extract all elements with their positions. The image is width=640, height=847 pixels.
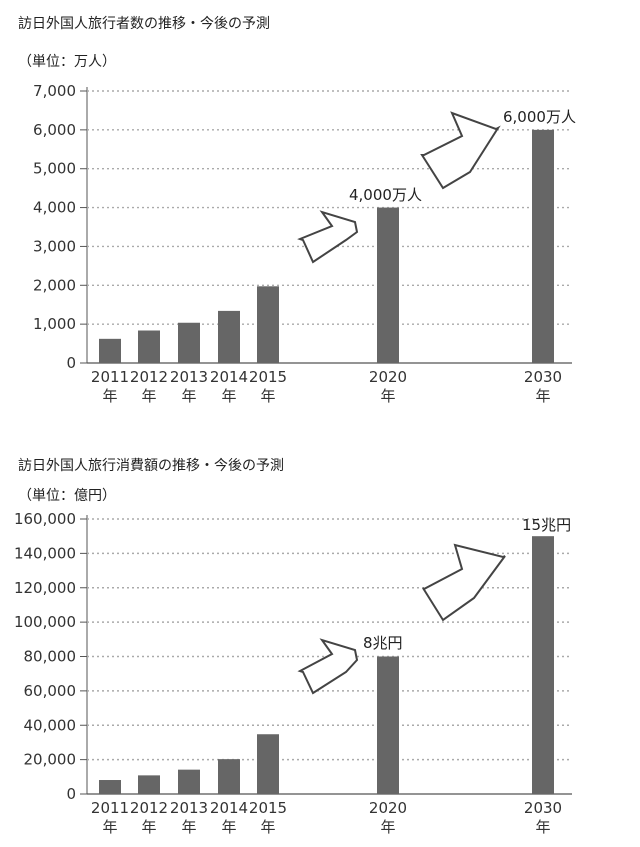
bar: [99, 338, 121, 363]
y-tick-label: 6,000: [33, 121, 76, 139]
x-tick-label-unit: 年: [535, 818, 550, 836]
growth-arrow: [422, 543, 506, 622]
x-tick-label: 2020: [369, 368, 407, 386]
bar-annotation: 15兆円: [522, 516, 571, 534]
x-tick-label: 2015: [249, 368, 287, 386]
x-tick-label: 2011: [91, 368, 129, 386]
bar: [257, 734, 279, 794]
chart1-unit: （単位：万人）: [18, 54, 116, 70]
y-tick-label: 7,000: [33, 82, 76, 100]
bar: [377, 207, 399, 363]
y-tick-label: 60,000: [24, 682, 77, 700]
growth-arrow: [297, 638, 359, 695]
x-tick-label: 2020: [369, 799, 407, 817]
growth-arrow: [420, 111, 501, 190]
y-tick-label: 5,000: [33, 160, 76, 178]
chart2-title: 訪日外国人旅行消費額の推移・今後の予測: [18, 458, 284, 474]
growth-arrow: [297, 210, 359, 264]
y-tick-label: 3,000: [33, 237, 76, 255]
y-tick-label: 80,000: [24, 648, 77, 666]
x-tick-label-unit: 年: [141, 387, 156, 405]
y-tick-label: 160,000: [14, 510, 76, 528]
chart1-title: 訪日外国人旅行者数の推移・今後の予測: [18, 16, 270, 32]
bar: [178, 769, 200, 794]
x-tick-label: 2030: [524, 799, 562, 817]
y-tick-label: 140,000: [14, 544, 76, 562]
bar-annotation: 6,000万人: [503, 108, 576, 126]
bar-annotation: 4,000万人: [349, 186, 422, 204]
y-tick-label: 0: [66, 354, 76, 372]
bar: [99, 780, 121, 794]
bar: [218, 310, 240, 363]
x-tick-label-unit: 年: [181, 387, 196, 405]
x-tick-label-unit: 年: [535, 387, 550, 405]
x-tick-label: 2014: [210, 368, 248, 386]
x-tick-label-unit: 年: [102, 818, 117, 836]
x-tick-label-unit: 年: [260, 818, 275, 836]
bar: [377, 656, 399, 794]
bar: [532, 536, 554, 794]
bar: [138, 330, 160, 363]
y-tick-label: 1,000: [33, 315, 76, 333]
y-tick-label: 120,000: [14, 579, 76, 597]
x-tick-label-unit: 年: [221, 818, 236, 836]
x-tick-label: 2015: [249, 799, 287, 817]
y-tick-label: 100,000: [14, 613, 76, 631]
x-tick-label-unit: 年: [181, 818, 196, 836]
bar-annotation: 8兆円: [363, 634, 403, 652]
y-tick-label: 40,000: [24, 716, 77, 734]
x-tick-label-unit: 年: [380, 387, 395, 405]
bar: [257, 286, 279, 363]
y-tick-label: 2,000: [33, 276, 76, 294]
x-tick-label: 2012: [130, 799, 168, 817]
x-tick-label-unit: 年: [141, 818, 156, 836]
bar: [178, 322, 200, 363]
x-tick-label-unit: 年: [260, 387, 275, 405]
x-tick-label: 2011: [91, 799, 129, 817]
bar: [532, 129, 554, 363]
chart1-bar-chart: 0 1,000 2,000 3,000 4,000 5,000 6,000 7,000 2011…: [33, 82, 576, 405]
bar: [218, 759, 240, 794]
x-tick-label-unit: 年: [221, 387, 236, 405]
chart2-unit: （単位：億円）: [18, 488, 116, 504]
x-tick-label: 2013: [170, 368, 208, 386]
y-tick-label: 4,000: [33, 199, 76, 217]
x-tick-label-unit: 年: [380, 818, 395, 836]
bar: [138, 775, 160, 794]
y-tick-label: 20,000: [24, 751, 77, 769]
x-tick-label: 2012: [130, 368, 168, 386]
x-tick-label: 2030: [524, 368, 562, 386]
y-tick-label: 0: [66, 785, 76, 803]
x-tick-label: 2014: [210, 799, 248, 817]
x-tick-label-unit: 年: [102, 387, 117, 405]
x-tick-label: 2013: [170, 799, 208, 817]
